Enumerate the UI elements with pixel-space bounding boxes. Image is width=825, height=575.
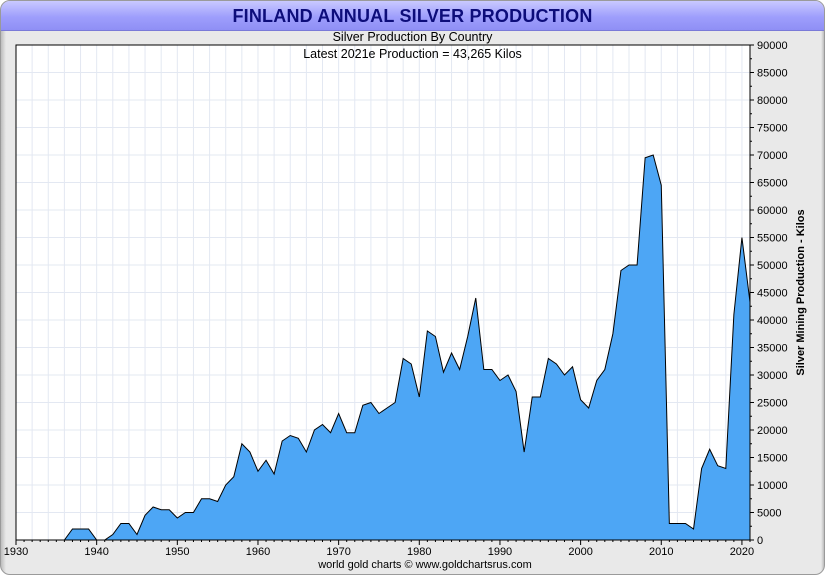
- x-tick-label: 1930: [4, 546, 28, 558]
- y-tick-label: 40000: [757, 315, 788, 327]
- footer-credit: world gold charts © www.goldchartsrus.co…: [318, 559, 532, 571]
- y-tick-label: 75000: [757, 123, 788, 135]
- x-tick-label: 2020: [730, 546, 754, 558]
- y-tick-label: 90000: [757, 40, 788, 52]
- y-tick-label: 15000: [757, 453, 788, 465]
- y-tick-label: 60000: [757, 205, 788, 217]
- y-tick-label: 20000: [757, 425, 788, 437]
- y-tick-label: 45000: [757, 288, 788, 300]
- y-tick-label: 70000: [757, 150, 788, 162]
- latest-production-annotation: Latest 2021e Production = 43,265 Kilos: [303, 47, 522, 61]
- production-line: [16, 154, 751, 541]
- x-tick-label: 2010: [649, 546, 673, 558]
- production-area: [16, 155, 750, 540]
- y-tick-label: 85000: [757, 68, 788, 80]
- y-tick-label: 55000: [757, 233, 788, 245]
- x-tick-label: 1950: [165, 546, 189, 558]
- y-tick-label: 80000: [757, 95, 788, 107]
- y-axis: 0 5000 10000 15000 20000 25000 30000 35000 40000…: [750, 40, 788, 547]
- y-tick-label: 25000: [757, 398, 788, 410]
- y-tick-label: 10000: [757, 480, 788, 492]
- chart-subtitle: Silver Production By Country: [332, 30, 493, 44]
- x-tick-label: 1940: [84, 546, 108, 558]
- title-bar: FINLAND ANNUAL SILVER PRODUCTION: [1, 1, 824, 31]
- x-tick-label: 2000: [568, 546, 592, 558]
- chart-title: FINLAND ANNUAL SILVER PRODUCTION: [232, 6, 593, 26]
- y-tick-label: 0: [757, 535, 763, 547]
- x-tick-label: 1990: [488, 546, 512, 558]
- y-tick-label: 50000: [757, 260, 788, 272]
- y-tick-label: 65000: [757, 178, 788, 190]
- y-tick-label: 30000: [757, 370, 788, 382]
- x-tick-label: 1970: [326, 546, 350, 558]
- x-axis: 1930 1940 1950 1960 1970 1980 1990 2000 2010 2020: [4, 540, 754, 558]
- x-tick-label: 1960: [246, 546, 270, 558]
- x-tick-label: 1980: [407, 546, 431, 558]
- y-axis-label: Silver Mining Production - Kilos: [795, 209, 807, 375]
- y-tick-label: 35000: [757, 343, 788, 355]
- y-tick-label: 5000: [757, 508, 781, 520]
